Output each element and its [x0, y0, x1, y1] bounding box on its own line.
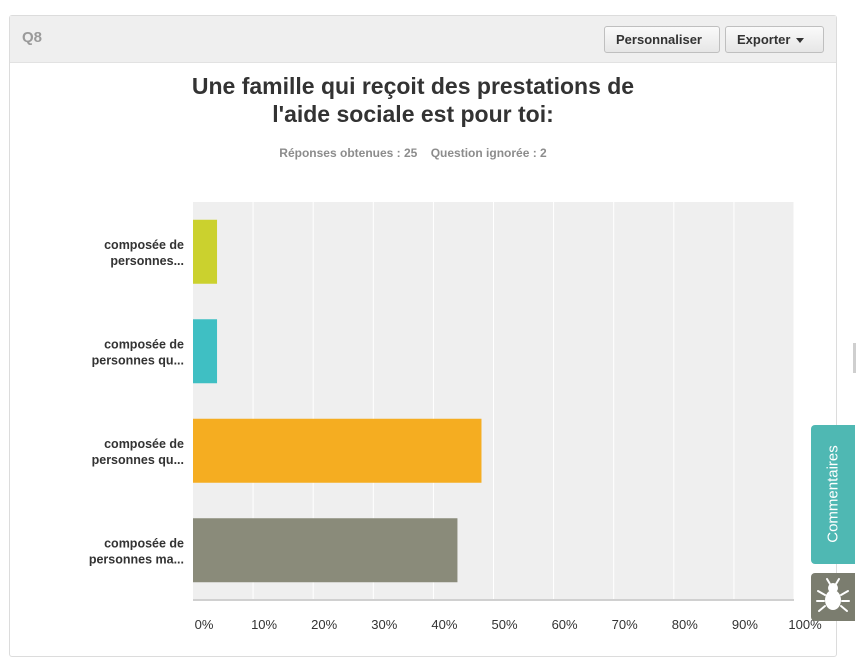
category-label: personnes qu...	[92, 353, 184, 367]
answered-count: Réponses obtenues : 25	[279, 146, 418, 160]
x-tick-label: 40%	[431, 617, 457, 632]
customize-button[interactable]: Personnaliser	[604, 26, 720, 53]
export-button[interactable]: Exporter	[725, 26, 824, 53]
bar	[193, 219, 218, 284]
x-tick-label: 0%	[195, 617, 214, 632]
x-tick-label: 60%	[552, 617, 578, 632]
category-label: personnes qu...	[92, 453, 184, 467]
category-label: personnes ma...	[89, 552, 184, 566]
x-tick-label: 80%	[672, 617, 698, 632]
question-header: Q8 Personnaliser Exporter	[10, 16, 836, 63]
bar	[193, 418, 482, 483]
bug-report-button[interactable]	[811, 573, 855, 621]
scrollbar-thumb[interactable]	[853, 343, 856, 373]
chart-title: Une famille qui reçoit des prestations d…	[100, 72, 726, 128]
category-label: composée de	[104, 337, 184, 351]
x-tick-label: 50%	[491, 617, 517, 632]
comments-tab-label: Commentaires	[824, 445, 842, 543]
chart-title-line-1: Une famille qui reçoit des prestations d…	[191, 73, 635, 99]
caret-down-icon	[796, 38, 805, 44]
question-number: Q8	[22, 29, 43, 46]
x-tick-label: 90%	[732, 617, 758, 632]
bug-icon	[816, 578, 850, 612]
bar	[193, 319, 218, 384]
bar	[193, 518, 458, 583]
category-label: composée de	[104, 437, 184, 451]
comments-tab[interactable]: Commentaires	[811, 425, 855, 564]
category-label: composée de	[104, 238, 184, 252]
category-label: personnes...	[110, 254, 184, 268]
x-tick-label: 70%	[612, 617, 638, 632]
x-tick-label: 30%	[371, 617, 397, 632]
chart-title-line-2: l'aide sociale est pour toi:	[272, 101, 554, 127]
response-stats: Réponses obtenues : 25 Question ignorée …	[100, 146, 726, 160]
bar-chart: 0% 10% 20% 30% 40% 50% 60% 70% 80% 90% 100%composé…	[89, 202, 822, 632]
x-tick-label: 20%	[311, 617, 337, 632]
category-label: composée de	[104, 536, 184, 550]
export-button-label: Exporter	[737, 32, 791, 47]
skipped-count: Question ignorée : 2	[430, 146, 547, 160]
x-tick-label: 10%	[251, 617, 277, 632]
customize-button-label: Personnaliser	[616, 32, 702, 47]
